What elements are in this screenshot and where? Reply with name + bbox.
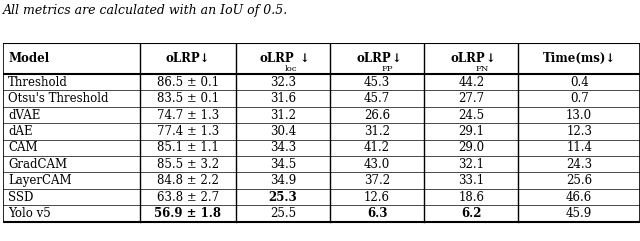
Text: 86.5 ± 0.1: 86.5 ± 0.1 [157, 76, 219, 89]
Text: 44.2: 44.2 [458, 76, 484, 89]
Text: 31.2: 31.2 [269, 108, 296, 121]
Text: All metrics are calculated with an IoU of 0.5.: All metrics are calculated with an IoU o… [3, 4, 289, 17]
Text: 12.6: 12.6 [364, 191, 390, 204]
Text: 26.6: 26.6 [364, 108, 390, 121]
Text: 25.3: 25.3 [268, 191, 297, 204]
Text: oLRP: oLRP [356, 52, 391, 65]
Text: 74.7 ± 1.3: 74.7 ± 1.3 [157, 108, 219, 121]
Text: 13.0: 13.0 [566, 108, 592, 121]
Text: 45.3: 45.3 [364, 76, 390, 89]
Text: 31.2: 31.2 [364, 125, 390, 138]
Text: oLRP: oLRP [260, 52, 294, 65]
Text: 83.5 ± 0.1: 83.5 ± 0.1 [157, 92, 219, 105]
Text: oLRP↓: oLRP↓ [166, 52, 210, 65]
Text: 56.9 ± 1.8: 56.9 ± 1.8 [154, 207, 221, 220]
Text: Model: Model [8, 52, 49, 65]
Text: 34.5: 34.5 [269, 158, 296, 171]
Text: 84.8 ± 2.2: 84.8 ± 2.2 [157, 174, 219, 187]
Text: 85.1 ± 1.1: 85.1 ± 1.1 [157, 141, 219, 154]
Text: 6.3: 6.3 [367, 207, 387, 220]
Text: 0.7: 0.7 [570, 92, 589, 105]
Text: 25.5: 25.5 [269, 207, 296, 220]
Text: 41.2: 41.2 [364, 141, 390, 154]
Text: 37.2: 37.2 [364, 174, 390, 187]
Text: 0.4: 0.4 [570, 76, 589, 89]
Text: LayerCAM: LayerCAM [8, 174, 72, 187]
Text: 29.0: 29.0 [458, 141, 484, 154]
Text: 43.0: 43.0 [364, 158, 390, 171]
Text: CAM: CAM [8, 141, 38, 154]
Text: 30.4: 30.4 [269, 125, 296, 138]
Text: Otsu's Threshold: Otsu's Threshold [8, 92, 109, 105]
Text: 12.3: 12.3 [566, 125, 592, 138]
Text: 31.6: 31.6 [269, 92, 296, 105]
Text: 34.3: 34.3 [269, 141, 296, 154]
Text: 34.9: 34.9 [269, 174, 296, 187]
Text: 85.5 ± 3.2: 85.5 ± 3.2 [157, 158, 219, 171]
Text: 6.2: 6.2 [461, 207, 481, 220]
Text: 25.6: 25.6 [566, 174, 592, 187]
Text: GradCAM: GradCAM [8, 158, 67, 171]
Text: FP: FP [382, 65, 393, 73]
Text: 24.5: 24.5 [458, 108, 484, 121]
Text: 33.1: 33.1 [458, 174, 484, 187]
Text: 11.4: 11.4 [566, 141, 592, 154]
Text: Threshold: Threshold [8, 76, 68, 89]
Text: 45.7: 45.7 [364, 92, 390, 105]
Text: 77.4 ± 1.3: 77.4 ± 1.3 [157, 125, 219, 138]
Text: dVAE: dVAE [8, 108, 41, 121]
Text: 45.9: 45.9 [566, 207, 592, 220]
Text: loc: loc [285, 65, 298, 73]
Text: ↓: ↓ [391, 52, 401, 65]
Text: oLRP: oLRP [451, 52, 485, 65]
Text: 46.6: 46.6 [566, 191, 592, 204]
Text: 32.3: 32.3 [269, 76, 296, 89]
Text: 29.1: 29.1 [458, 125, 484, 138]
Text: 63.8 ± 2.7: 63.8 ± 2.7 [157, 191, 219, 204]
Text: 32.1: 32.1 [458, 158, 484, 171]
Text: SSD: SSD [8, 191, 34, 204]
Text: Yolo v5: Yolo v5 [8, 207, 51, 220]
Text: 24.3: 24.3 [566, 158, 592, 171]
Text: Time(ms)↓: Time(ms)↓ [543, 52, 616, 65]
Text: ↓: ↓ [486, 52, 495, 65]
Text: dAE: dAE [8, 125, 33, 138]
Text: ↓: ↓ [300, 52, 309, 65]
Text: 27.7: 27.7 [458, 92, 484, 105]
Text: 18.6: 18.6 [458, 191, 484, 204]
Text: FN: FN [476, 65, 490, 73]
